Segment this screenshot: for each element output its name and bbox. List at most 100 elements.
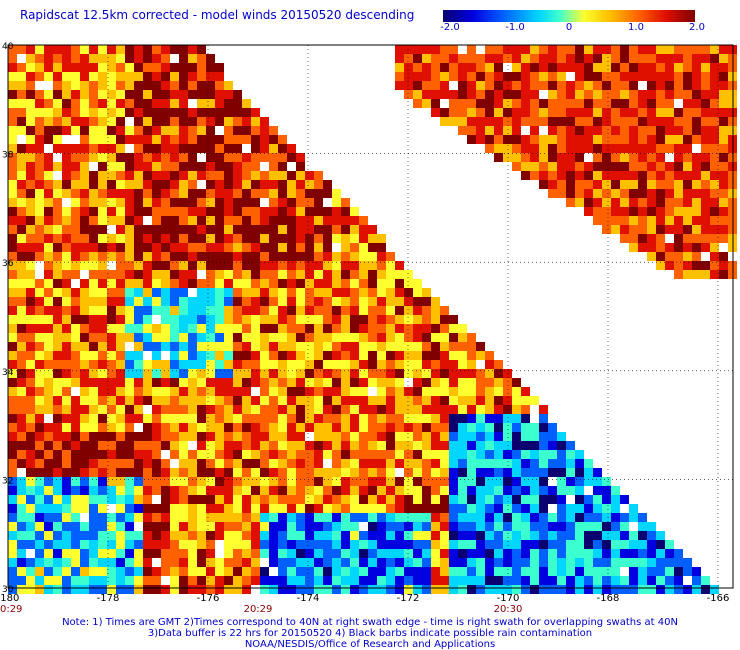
heatmap-cell <box>647 90 656 99</box>
heatmap-cell <box>269 441 278 450</box>
heatmap-cell <box>71 270 80 279</box>
heatmap-cell <box>269 270 278 279</box>
heatmap-cell <box>197 234 206 243</box>
heatmap-cell <box>35 342 44 351</box>
heatmap-cell <box>710 81 719 90</box>
heatmap-cell <box>557 81 566 90</box>
heatmap-cell <box>260 180 269 189</box>
heatmap-cell <box>494 576 503 585</box>
heatmap-cell <box>224 243 233 252</box>
heatmap-cell <box>404 324 413 333</box>
heatmap-cell <box>584 81 593 90</box>
heatmap-cell <box>170 270 179 279</box>
heatmap-cell <box>8 387 17 396</box>
heatmap-cell <box>98 504 107 513</box>
heatmap-cell <box>116 324 125 333</box>
heatmap-cell <box>323 531 332 540</box>
heatmap-cell <box>80 126 89 135</box>
heatmap-cell <box>656 108 665 117</box>
heatmap-cell <box>26 558 35 567</box>
heatmap-cell <box>134 369 143 378</box>
heatmap-cell <box>134 126 143 135</box>
heatmap-cell <box>521 558 530 567</box>
heatmap-cell <box>116 270 125 279</box>
heatmap-cell <box>332 441 341 450</box>
heatmap-cell <box>512 81 521 90</box>
heatmap-cell <box>161 306 170 315</box>
heatmap-cell <box>80 549 89 558</box>
heatmap-cell <box>557 171 566 180</box>
heatmap-cell <box>44 315 53 324</box>
heatmap-cell <box>359 243 368 252</box>
heatmap-cell <box>305 495 314 504</box>
heatmap-cell <box>404 513 413 522</box>
heatmap-cell <box>368 288 377 297</box>
heatmap-cell <box>26 585 35 594</box>
heatmap-cell <box>44 180 53 189</box>
heatmap-cell <box>188 333 197 342</box>
heatmap-cell <box>125 468 134 477</box>
heatmap-cell <box>710 54 719 63</box>
heatmap-cell <box>431 405 440 414</box>
heatmap-cell <box>602 558 611 567</box>
heatmap-cell <box>467 522 476 531</box>
heatmap-cell <box>620 198 629 207</box>
heatmap-cell <box>602 117 611 126</box>
heatmap-cell <box>197 387 206 396</box>
heatmap-cell <box>440 495 449 504</box>
heatmap-cell <box>710 90 719 99</box>
heatmap-cell <box>53 576 62 585</box>
heatmap-cell <box>170 504 179 513</box>
heatmap-cell <box>674 270 683 279</box>
heatmap-cell <box>35 99 44 108</box>
heatmap-cell <box>593 540 602 549</box>
heatmap-cell <box>98 468 107 477</box>
heatmap-cell <box>314 333 323 342</box>
heatmap-cell <box>440 63 449 72</box>
heatmap-cell <box>278 189 287 198</box>
heatmap-cell <box>674 117 683 126</box>
heatmap-cell <box>8 126 17 135</box>
heatmap-cell <box>17 270 26 279</box>
heatmap-cell <box>35 144 44 153</box>
heatmap-cell <box>287 468 296 477</box>
heatmap-cell <box>80 45 89 54</box>
heatmap-cell <box>242 117 251 126</box>
heatmap-cell <box>170 81 179 90</box>
heatmap-cell <box>332 459 341 468</box>
heatmap-cell <box>215 333 224 342</box>
heatmap-cell <box>413 531 422 540</box>
heatmap-cell <box>512 504 521 513</box>
heatmap-cell <box>638 135 647 144</box>
heatmap-cell <box>26 162 35 171</box>
heatmap-cell <box>44 198 53 207</box>
heatmap-cell <box>683 171 692 180</box>
heatmap-cell <box>134 441 143 450</box>
heatmap-cell <box>359 261 368 270</box>
heatmap-cell <box>602 135 611 144</box>
heatmap-cell <box>35 198 44 207</box>
heatmap-cell <box>710 45 719 54</box>
heatmap-cell <box>197 423 206 432</box>
heatmap-cell <box>611 495 620 504</box>
heatmap-cell <box>377 270 386 279</box>
heatmap-cell <box>674 216 683 225</box>
heatmap-cell <box>269 378 278 387</box>
heatmap-cell <box>341 324 350 333</box>
heatmap-cell <box>170 405 179 414</box>
heatmap-cell <box>530 576 539 585</box>
heatmap-cell <box>188 585 197 594</box>
heatmap-cell <box>386 414 395 423</box>
heatmap-cell <box>89 468 98 477</box>
heatmap-cell <box>71 144 80 153</box>
heatmap-cell <box>44 360 53 369</box>
heatmap-cell <box>530 99 539 108</box>
heatmap-cell <box>170 351 179 360</box>
heatmap-cell <box>26 63 35 72</box>
heatmap-cell <box>494 135 503 144</box>
heatmap-cell <box>71 99 80 108</box>
heatmap-cell <box>170 288 179 297</box>
heatmap-cell <box>8 117 17 126</box>
heatmap-cell <box>224 576 233 585</box>
heatmap-cell <box>80 297 89 306</box>
